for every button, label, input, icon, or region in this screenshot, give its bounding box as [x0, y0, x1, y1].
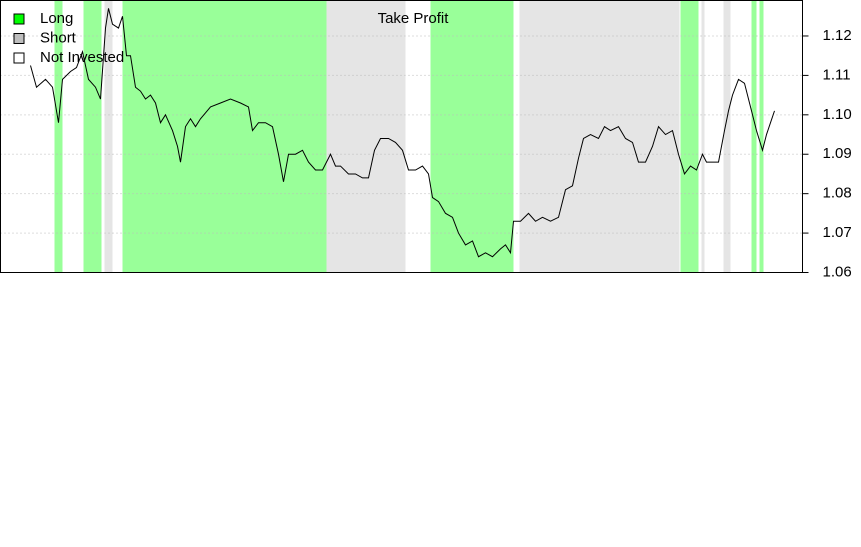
y-tick-label: 1.10: [823, 106, 852, 123]
annotation: Take Profit: [378, 10, 450, 27]
region: [759, 0, 764, 273]
region: [430, 0, 514, 273]
legend-swatch: [13, 52, 25, 64]
y-tick-label: 1.06: [823, 263, 852, 280]
y-tick-label: 1.08: [823, 185, 852, 202]
region: [54, 0, 63, 273]
legend-swatch: [13, 33, 25, 44]
y-tick-label: 1.11: [823, 66, 851, 83]
legend-label: Short: [40, 29, 77, 46]
legend-swatch: [13, 13, 25, 25]
region: [723, 0, 731, 273]
region: [83, 0, 102, 273]
region: [104, 0, 113, 273]
region: [751, 0, 757, 273]
y-tick-label: 1.07: [823, 224, 852, 241]
region: [326, 0, 406, 273]
y-tick-label: 1.12: [823, 27, 852, 44]
y-tick-label: 1.09: [823, 145, 852, 162]
price-line: [30, 8, 775, 258]
region: [680, 0, 699, 273]
region: [701, 0, 705, 273]
region: [122, 0, 327, 273]
legend-label: Not Invested: [40, 49, 124, 66]
plot-frame: [0, 0, 803, 273]
legend-label: Long: [40, 10, 73, 27]
